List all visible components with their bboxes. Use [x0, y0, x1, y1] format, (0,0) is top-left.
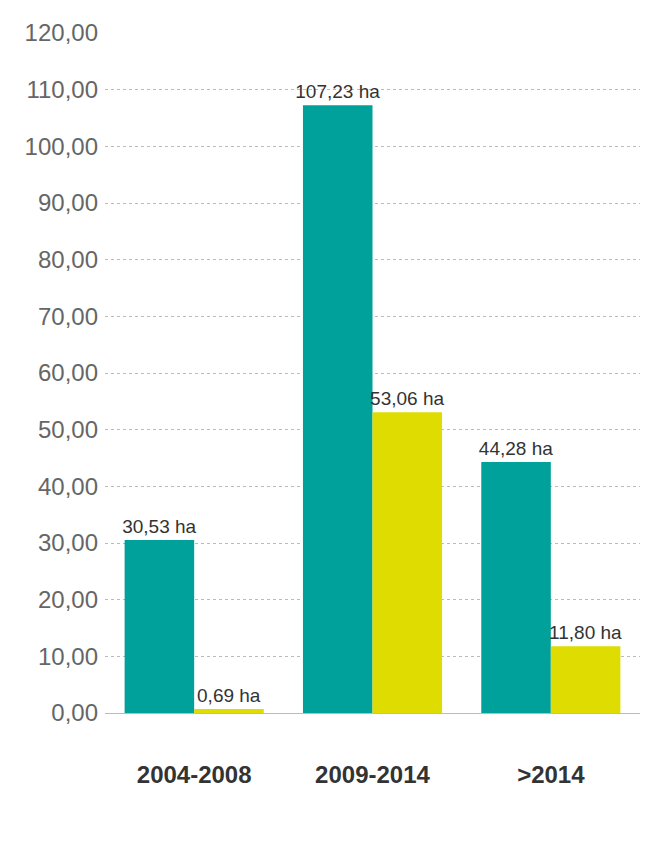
svg-text:20,00: 20,00 — [38, 586, 98, 613]
svg-text:120,00: 120,00 — [25, 19, 98, 46]
svg-text:70,00: 70,00 — [38, 303, 98, 330]
svg-text:0,00: 0,00 — [51, 699, 98, 726]
svg-text:100,00: 100,00 — [25, 133, 98, 160]
svg-text:110,00: 110,00 — [26, 76, 98, 103]
svg-text:53,06 ha: 53,06 ha — [370, 388, 444, 409]
svg-text:10,00: 10,00 — [38, 643, 98, 670]
svg-text:2004-2008: 2004-2008 — [137, 761, 252, 788]
svg-text:80,00: 80,00 — [38, 246, 98, 273]
svg-text:50,00: 50,00 — [38, 416, 98, 443]
svg-text:30,53 ha: 30,53 ha — [122, 516, 196, 537]
svg-text:0,69 ha: 0,69 ha — [197, 685, 261, 706]
svg-text:40,00: 40,00 — [38, 473, 98, 500]
svg-text:11,80 ha: 11,80 ha — [549, 622, 622, 643]
svg-text:44,28 ha: 44,28 ha — [479, 438, 553, 459]
svg-text:2009-2014: 2009-2014 — [315, 761, 430, 788]
svg-text:>2014: >2014 — [517, 761, 585, 788]
svg-text:107,23 ha: 107,23 ha — [295, 81, 380, 102]
svg-text:60,00: 60,00 — [38, 359, 98, 386]
svg-text:90,00: 90,00 — [38, 189, 98, 216]
svg-text:30,00: 30,00 — [38, 529, 98, 556]
